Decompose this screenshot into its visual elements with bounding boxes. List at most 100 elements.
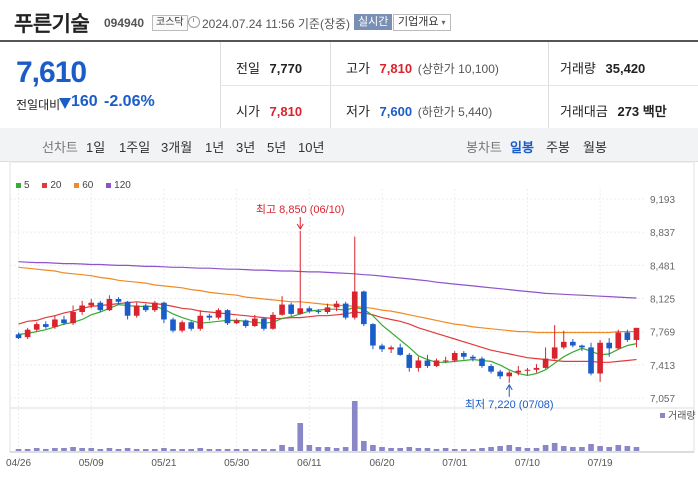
candle-body [142, 305, 149, 311]
volume-bar [588, 444, 594, 451]
y-tick-label: 8,837 [650, 228, 675, 239]
y-tick-label: 7,769 [650, 328, 675, 339]
company-info-button[interactable]: 기업개요 ▾ [393, 14, 451, 31]
volume-bar [251, 449, 258, 451]
candle-body [88, 302, 95, 306]
volume-value: 35,420 [605, 61, 646, 76]
prev-close-cell: 전일 7,770 [236, 58, 302, 77]
candle-body [588, 347, 594, 374]
tab-candle-monthly[interactable]: 월봉 [583, 140, 607, 155]
volume-bar [279, 445, 285, 451]
candle-body [470, 356, 476, 359]
low-cell: 저가 7,600 (하한가 5,440) [346, 101, 492, 120]
volume-bar [551, 443, 558, 451]
volume-bar [579, 447, 585, 451]
low-annotation: 최저 7,220 (07/08) [465, 398, 554, 411]
x-tick-label: 05/09 [79, 458, 104, 469]
low-value: 7,600 [379, 104, 413, 119]
candle-body [333, 303, 340, 308]
candle-body [224, 310, 231, 324]
candle-body [606, 342, 613, 349]
candle-body [479, 358, 485, 367]
volume-bar [633, 447, 640, 451]
y-tick-label: 8,481 [650, 261, 675, 272]
volume-bar [270, 449, 276, 451]
tab-period-10y[interactable]: 10년 [298, 140, 325, 155]
tab-candle-daily[interactable]: 일봉 [510, 140, 534, 155]
candle-body [524, 369, 531, 371]
volume-bar [288, 447, 294, 451]
open-cell: 시가 7,810 [236, 101, 302, 120]
candle-body [415, 360, 422, 368]
volume-bar [170, 449, 176, 451]
candle-body [633, 327, 640, 340]
volume-bar [161, 448, 167, 451]
current-price: 7,610 [16, 56, 87, 89]
x-tick-label: 07/10 [515, 458, 540, 469]
volume-bar [333, 448, 340, 451]
candle-body [442, 360, 449, 362]
tab-period-3m[interactable]: 3개월 [161, 140, 193, 155]
tab-period-1d[interactable]: 1일 [86, 140, 106, 155]
volume-bar [142, 449, 149, 451]
price-panel: 7,610 전일대비 160 -2.06% 전일 7,770 고가 7,810 … [0, 42, 698, 129]
candle-body [315, 311, 322, 313]
x-tick-label: 04/26 [6, 458, 31, 469]
candle-body [624, 332, 631, 340]
volume-bar [233, 449, 240, 451]
legend-swatch [16, 182, 21, 188]
clock-icon [188, 16, 200, 28]
volume-bar [451, 449, 458, 451]
candle-body [361, 291, 367, 325]
legend-swatch [106, 182, 112, 188]
volume-bar [406, 447, 413, 451]
volume-bar [533, 448, 540, 451]
tab-candle-weekly[interactable]: 주봉 [546, 140, 570, 155]
volume-bar [188, 449, 195, 451]
realtime-badge[interactable]: 실시간 [354, 14, 393, 30]
y-tick-label: 9,193 [650, 195, 675, 206]
tab-period-1w[interactable]: 1주일 [119, 140, 151, 155]
candle-body [306, 308, 313, 312]
legend-label: 120 [114, 180, 131, 191]
tab-period-5y[interactable]: 5년 [267, 140, 287, 155]
candle-body [15, 334, 22, 339]
candle-body [615, 332, 622, 349]
volume-bar [88, 448, 95, 451]
volume-bar [179, 449, 185, 451]
legend-label: 60 [82, 180, 94, 191]
legend-ma120: 120 [106, 180, 131, 191]
tab-period-3y[interactable]: 3년 [236, 140, 256, 155]
legend-swatch [74, 182, 80, 188]
volume-legend-swatch [660, 413, 665, 418]
candle-body [233, 320, 240, 324]
candle-body [170, 319, 176, 331]
tab-period-1y[interactable]: 1년 [205, 140, 225, 155]
stock-name: 푸른기술 [14, 13, 90, 36]
volume-bar [97, 449, 104, 451]
candle-body [52, 319, 58, 327]
x-tick-label: 06/20 [370, 458, 395, 469]
volume-bar [115, 449, 122, 451]
volume-bar [315, 447, 322, 451]
candle-body [351, 291, 358, 318]
candle-body [24, 329, 31, 338]
x-tick-label: 06/11 [297, 458, 322, 469]
candle-chart-label: 봉차트 [466, 140, 502, 155]
candle-body [379, 345, 385, 350]
x-tick-label: 07/01 [442, 458, 467, 469]
stock-header: 푸른기술 094940 코스닥 2024.07.24 11:56 기준(장중) … [0, 0, 698, 40]
amount-value: 273 백만 [617, 104, 667, 119]
candle-body [106, 298, 113, 311]
candle-body [215, 310, 222, 318]
volume-bar [24, 449, 31, 451]
legend-swatch [42, 182, 48, 188]
candle-body [597, 342, 603, 374]
candle-body [506, 372, 513, 377]
volume-bar [488, 447, 494, 451]
candle-body [242, 320, 249, 326]
volume-bar [15, 449, 22, 451]
y-tick-label: 7,057 [650, 394, 675, 405]
volume-bar [470, 449, 476, 451]
